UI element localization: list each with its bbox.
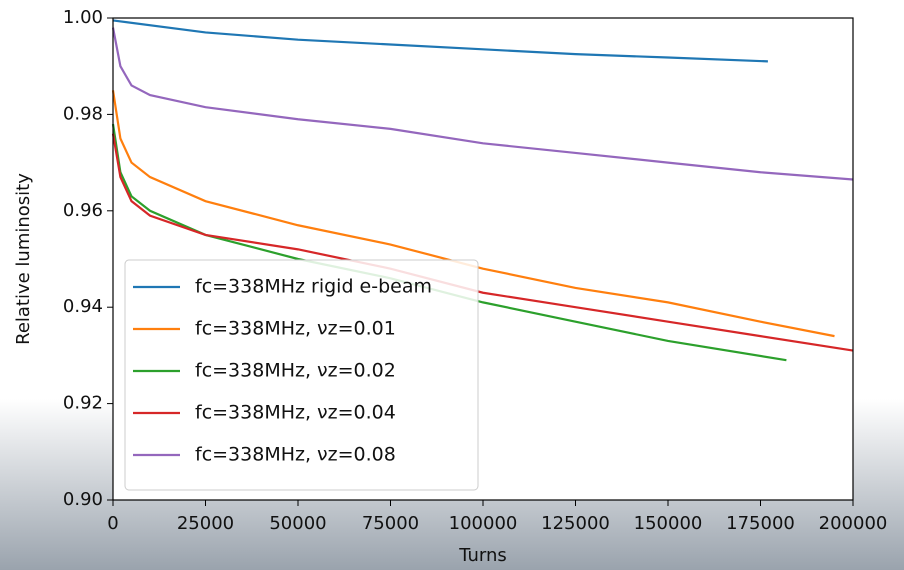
series-line (112, 19, 768, 63)
x-tick-label: 50000 (269, 513, 326, 534)
legend-label: fc=338MHz, νz=0.02 (195, 360, 396, 382)
x-tick-label: 150000 (634, 513, 703, 534)
series-line (111, 133, 854, 352)
legend-label: fc=338MHz, νz=0.01 (195, 318, 396, 340)
series-line (111, 27, 854, 181)
y-tick-label: 0.98 (63, 103, 103, 124)
series-line (111, 90, 835, 338)
x-tick-label: 200000 (819, 513, 888, 534)
x-axis-label: Turns (458, 545, 507, 566)
legend-box (124, 259, 479, 491)
legend-label: fc=338MHz rigid e-beam (195, 276, 432, 298)
y-axis-label: Relative luminosity (13, 173, 34, 345)
y-tick-label: 0.96 (63, 200, 103, 221)
y-tick-label: 0.94 (63, 296, 103, 317)
y-tick-label: 0.90 (63, 489, 103, 510)
y-tick-label: 1.00 (63, 7, 103, 28)
series-line (111, 123, 787, 362)
x-tick-label: 0 (107, 513, 118, 534)
x-tick-label: 25000 (177, 513, 234, 534)
x-tick-label: 175000 (726, 513, 795, 534)
legend-label: fc=338MHz, νz=0.04 (195, 402, 396, 424)
x-tick-label: 100000 (449, 513, 518, 534)
y-tick-label: 0.92 (63, 393, 103, 414)
x-tick-label: 75000 (362, 513, 419, 534)
legend-label: fc=338MHz, νz=0.08 (195, 444, 396, 466)
x-tick-label: 125000 (541, 513, 610, 534)
